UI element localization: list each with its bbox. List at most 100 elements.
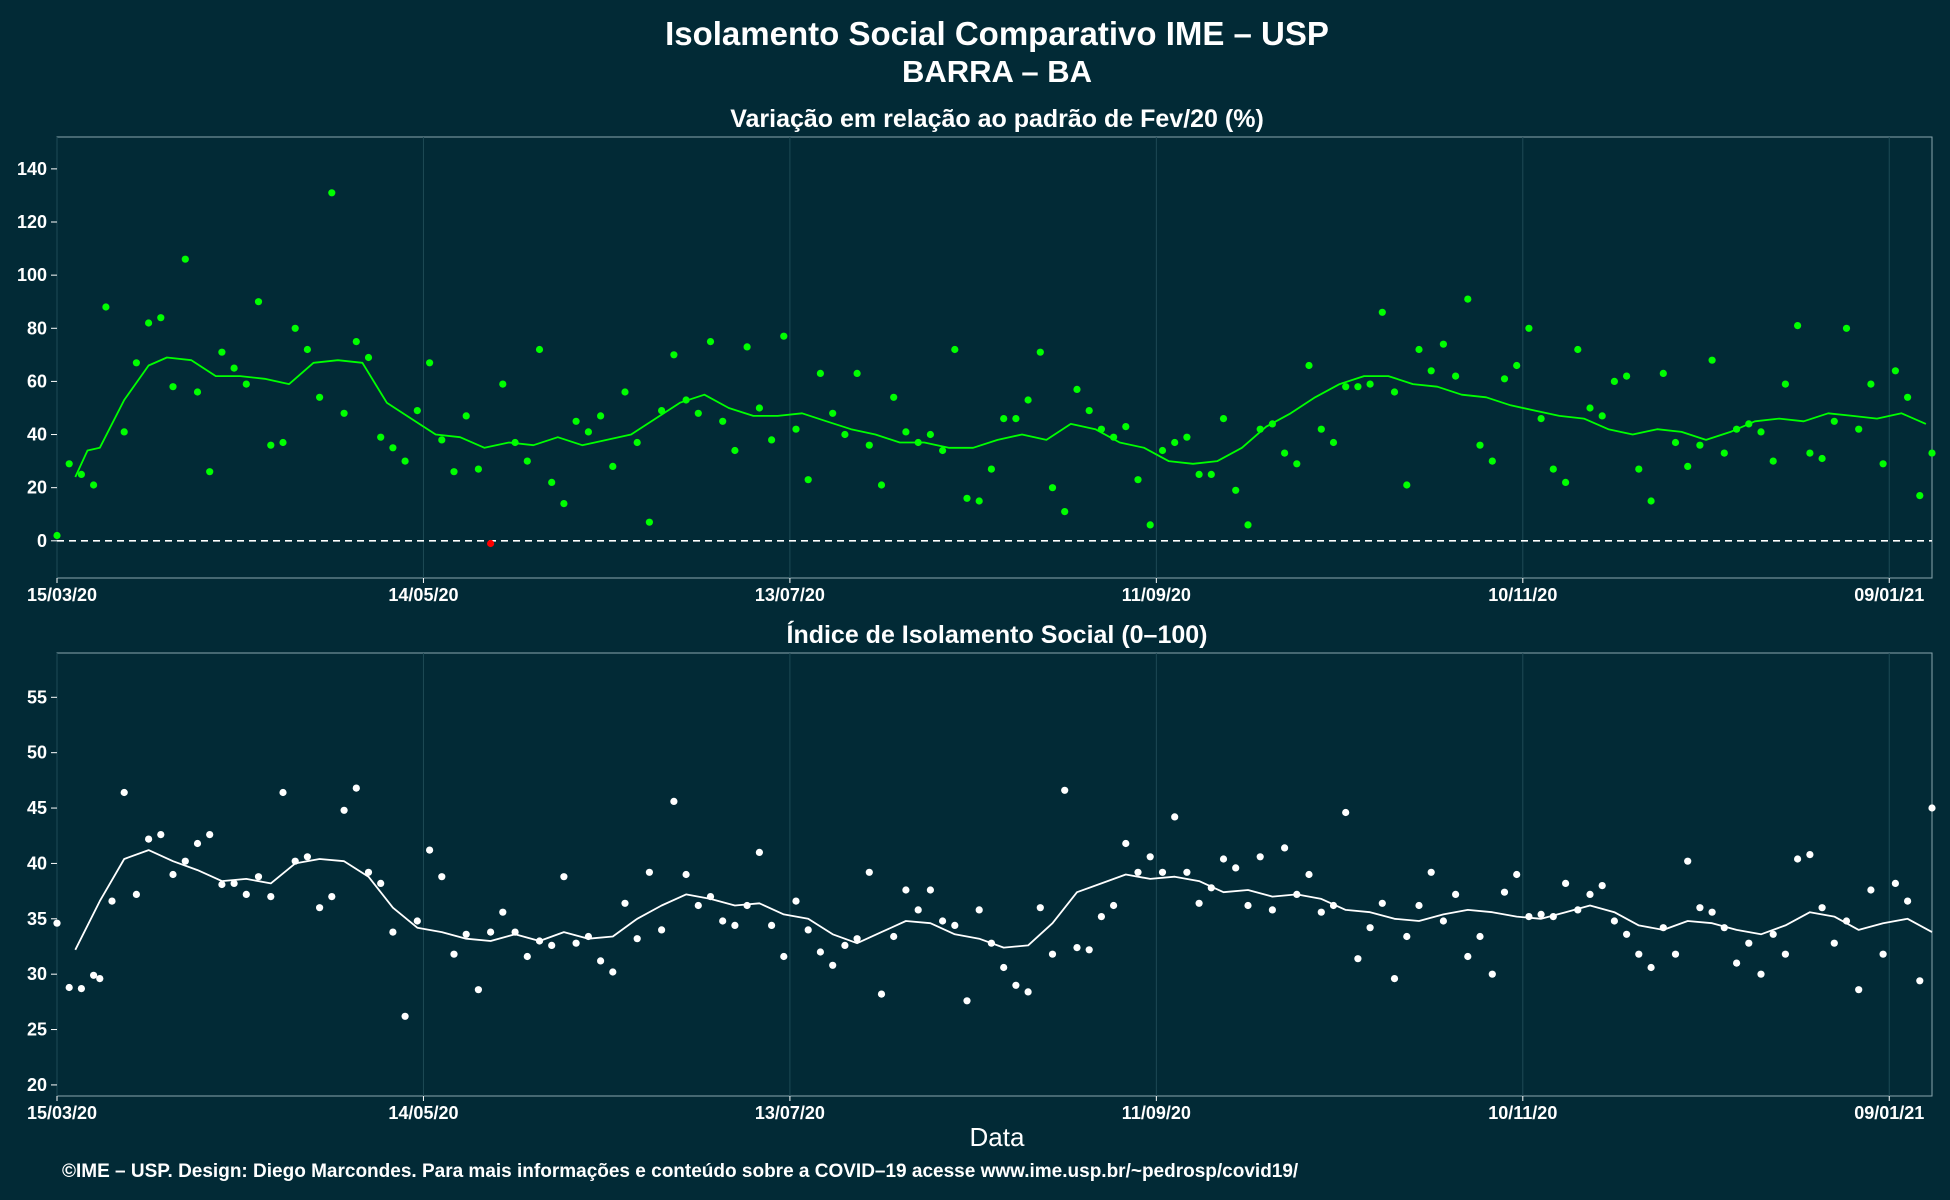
data-point xyxy=(1110,901,1118,910)
data-point xyxy=(1183,433,1191,441)
data-point xyxy=(1696,441,1704,449)
data-point xyxy=(1842,917,1851,925)
data-point xyxy=(975,497,983,505)
data-point xyxy=(768,921,776,930)
data-point xyxy=(572,939,580,947)
y-tick-label: 80 xyxy=(27,318,47,338)
data-point xyxy=(1733,959,1741,967)
data-point xyxy=(1500,375,1509,383)
y-tick-label: 35 xyxy=(27,909,47,929)
data-point xyxy=(1207,470,1215,478)
data-point xyxy=(1586,890,1594,899)
y-tick-label: 60 xyxy=(27,371,47,391)
data-point xyxy=(523,457,531,465)
data-point xyxy=(1244,521,1252,529)
data-point xyxy=(438,436,446,444)
data-point xyxy=(548,941,556,950)
x-axis-label: Data xyxy=(970,1122,1025,1152)
x-tick-label: 10/11/20 xyxy=(1488,585,1557,605)
data-point xyxy=(987,939,996,947)
data-point xyxy=(303,853,311,861)
data-point xyxy=(1671,438,1680,447)
data-point xyxy=(865,868,873,876)
data-point xyxy=(230,879,238,888)
data-point xyxy=(816,369,825,377)
data-point xyxy=(1488,970,1496,978)
data-point xyxy=(841,941,849,950)
data-point xyxy=(1549,465,1557,473)
data-point xyxy=(1195,899,1203,907)
data-point xyxy=(1158,446,1167,455)
y-tick-label: 120 xyxy=(17,212,47,232)
data-point xyxy=(841,430,849,439)
data-point xyxy=(1500,888,1509,896)
data-point xyxy=(1733,425,1741,433)
data-point xyxy=(1769,457,1777,465)
data-point xyxy=(1525,324,1533,332)
data-point xyxy=(120,428,128,436)
data-point xyxy=(364,868,373,876)
moving-average-line xyxy=(74,849,1933,951)
data-point xyxy=(1415,345,1423,354)
data-point xyxy=(1268,906,1276,914)
data-point xyxy=(1232,864,1240,872)
data-point xyxy=(1317,908,1325,916)
data-point xyxy=(1916,492,1924,500)
data-point xyxy=(1354,383,1362,391)
data-point xyxy=(1904,897,1912,905)
data-point xyxy=(169,870,177,879)
data-point xyxy=(1476,441,1484,449)
data-point xyxy=(279,438,287,447)
data-point xyxy=(1366,924,1374,932)
y-tick-label: 20 xyxy=(27,1075,47,1095)
data-point xyxy=(1073,944,1081,952)
data-point xyxy=(1342,808,1350,817)
data-point xyxy=(1439,340,1447,348)
data-point xyxy=(926,430,935,439)
data-point xyxy=(1012,415,1020,423)
data-point xyxy=(401,1012,409,1020)
data-point xyxy=(1757,428,1765,436)
data-point xyxy=(939,917,947,925)
data-point xyxy=(77,470,85,478)
data-point xyxy=(1830,417,1838,425)
data-point xyxy=(462,930,470,938)
data-point xyxy=(230,364,238,372)
data-point xyxy=(1171,813,1179,821)
data-point xyxy=(1696,904,1704,912)
data-point xyxy=(193,388,202,396)
data-point xyxy=(816,948,825,956)
data-point xyxy=(1219,855,1228,863)
data-point xyxy=(1378,899,1386,907)
data-point xyxy=(1635,465,1643,473)
data-point xyxy=(1146,853,1154,861)
data-point xyxy=(1574,345,1582,354)
data-point xyxy=(1562,478,1570,486)
x-tick-label: 14/05/20 xyxy=(388,1103,458,1123)
data-point xyxy=(1830,939,1838,947)
data-point xyxy=(1769,930,1777,938)
data-point xyxy=(279,788,287,797)
data-point xyxy=(242,380,250,388)
data-point xyxy=(1525,913,1533,921)
data-point xyxy=(743,343,751,351)
data-point xyxy=(1928,804,1936,812)
data-point xyxy=(1244,901,1252,910)
data-point xyxy=(474,986,482,994)
footer-credit: ©IME – USP. Design: Diego Marcondes. Par… xyxy=(62,1161,1299,1182)
data-point xyxy=(1122,839,1130,848)
data-point xyxy=(951,921,959,930)
data-point xyxy=(1085,946,1093,954)
data-point xyxy=(829,409,837,417)
data-point xyxy=(1781,380,1789,388)
data-point xyxy=(1329,901,1338,910)
data-point xyxy=(1048,484,1057,492)
data-point xyxy=(1097,425,1105,433)
data-point xyxy=(1610,377,1618,385)
data-point xyxy=(804,476,812,484)
data-point xyxy=(1452,372,1460,380)
data-point xyxy=(1390,388,1399,396)
y-tick-label: 40 xyxy=(27,425,47,445)
data-point xyxy=(1024,988,1032,996)
data-point xyxy=(1916,977,1924,985)
